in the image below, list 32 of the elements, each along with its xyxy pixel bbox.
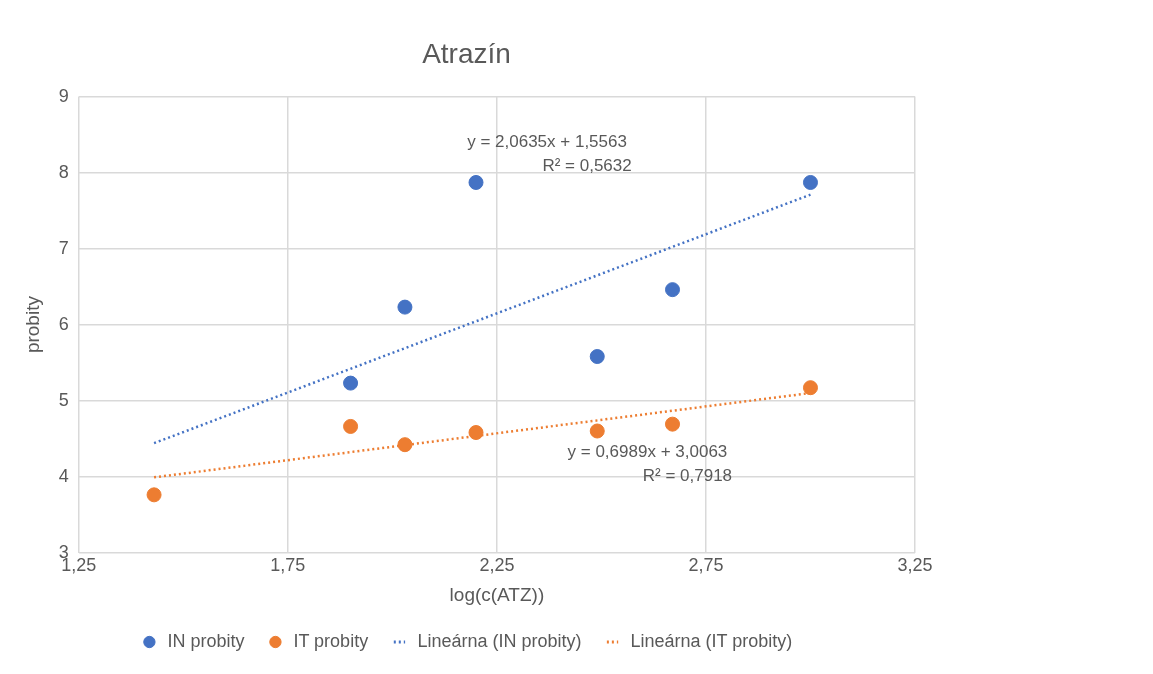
point [468,174,484,190]
point [146,487,162,503]
y-tick-label: 4 [58,465,69,486]
y-tick-label: 8 [58,161,69,182]
point [397,299,413,315]
y-tick-label: 5 [58,389,69,410]
point [397,437,413,453]
x-tick-label: 3,25 [897,555,933,576]
annotation: y = 2,0635x + 1,5563 R² = 0,5632 [467,131,632,175]
x-tick-label: 2,25 [479,555,515,576]
x-tick-label: 1,75 [270,555,306,576]
point [468,425,484,441]
y-axis-title: probity [21,295,43,354]
annotation: y = 0,6989x + 3,0063 R² = 0,7918 [567,441,733,485]
legend-label: IT probity [293,630,369,651]
point [665,282,681,298]
y-tick-label: 9 [58,85,69,106]
point [343,375,359,391]
x-tick-label: 2,75 [688,555,724,576]
y-tick-label: 6 [58,313,69,334]
point [802,174,818,190]
point [589,423,605,439]
point [802,380,818,396]
point [665,416,681,432]
y-tick-label: 7 [58,237,69,258]
legend-label: Lineárna (IT probity) [630,630,793,651]
legend-label: IN probity [167,630,245,651]
chart-title: Atrazín [422,37,511,69]
point [589,349,605,365]
legend-label: Lineárna (IN probity) [417,630,582,651]
point [343,418,359,434]
x-axis-title: log(c(ATZ)) [449,583,545,605]
